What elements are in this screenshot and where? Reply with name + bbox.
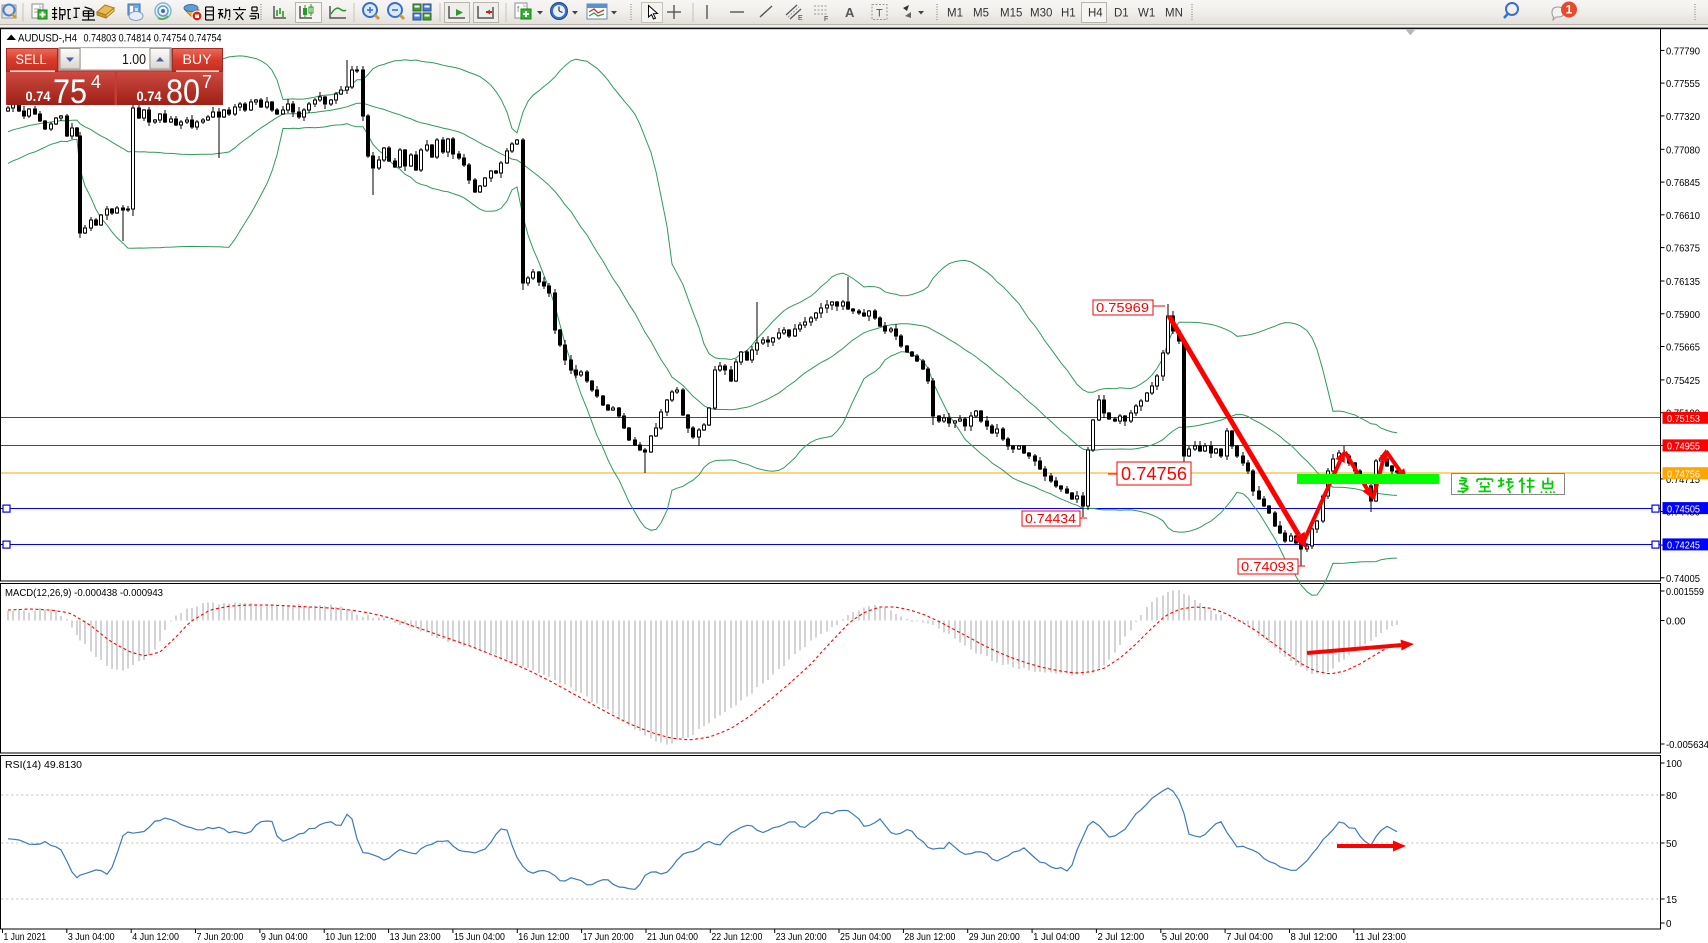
svg-text:3 Jun 04:00: 3 Jun 04:00 bbox=[68, 931, 115, 943]
svg-text:0.74: 0.74 bbox=[137, 89, 162, 104]
svg-text:0.77080: 0.77080 bbox=[1666, 144, 1700, 156]
svg-text:W1: W1 bbox=[1138, 8, 1155, 20]
svg-text:0.77790: 0.77790 bbox=[1666, 45, 1700, 57]
svg-text:0: 0 bbox=[1666, 918, 1672, 930]
svg-text:M5: M5 bbox=[973, 8, 989, 20]
svg-text:13 Jun 23:00: 13 Jun 23:00 bbox=[390, 931, 441, 943]
svg-text:T: T bbox=[876, 8, 883, 20]
svg-text:0.75900: 0.75900 bbox=[1666, 309, 1700, 321]
svg-text:0.74434: 0.74434 bbox=[1025, 511, 1076, 526]
svg-text:5 Jul 20:00: 5 Jul 20:00 bbox=[1162, 931, 1209, 943]
svg-text:29 Jun 20:00: 29 Jun 20:00 bbox=[969, 931, 1020, 943]
svg-text:0.74505: 0.74505 bbox=[1667, 503, 1700, 515]
svg-text:16 Jun 12:00: 16 Jun 12:00 bbox=[518, 931, 569, 943]
svg-text:7: 7 bbox=[202, 72, 212, 92]
svg-text:H1: H1 bbox=[1061, 8, 1076, 20]
svg-text:17 Jun 20:00: 17 Jun 20:00 bbox=[583, 931, 634, 943]
svg-text:M1: M1 bbox=[947, 8, 963, 20]
svg-text:2 Jul 12:00: 2 Jul 12:00 bbox=[1097, 931, 1144, 943]
svg-text:M30: M30 bbox=[1030, 8, 1052, 20]
svg-text:0.76610: 0.76610 bbox=[1666, 210, 1700, 222]
svg-text:-0.005634: -0.005634 bbox=[1666, 739, 1708, 751]
svg-text:0.74005: 0.74005 bbox=[1666, 573, 1700, 585]
svg-text:BUY: BUY bbox=[183, 52, 212, 67]
svg-text:10 Jun 12:00: 10 Jun 12:00 bbox=[325, 931, 376, 943]
svg-text:1: 1 bbox=[1566, 3, 1573, 17]
svg-text:15: 15 bbox=[1666, 894, 1677, 906]
svg-text:50: 50 bbox=[1666, 838, 1677, 850]
svg-text:25 Jun 04:00: 25 Jun 04:00 bbox=[840, 931, 891, 943]
svg-text:0.77555: 0.77555 bbox=[1666, 78, 1700, 90]
svg-text:0.74955: 0.74955 bbox=[1667, 441, 1700, 453]
svg-text:4 Jun 12:00: 4 Jun 12:00 bbox=[132, 931, 179, 943]
svg-text:1 Jul 04:00: 1 Jul 04:00 bbox=[1033, 931, 1080, 943]
svg-text:0.76135: 0.76135 bbox=[1666, 276, 1700, 288]
svg-text:0.00: 0.00 bbox=[1666, 616, 1686, 628]
svg-text:0.76375: 0.76375 bbox=[1666, 243, 1700, 255]
svg-text:21 Jun 04:00: 21 Jun 04:00 bbox=[647, 931, 698, 943]
svg-text:75: 75 bbox=[53, 73, 87, 111]
svg-text:F: F bbox=[824, 16, 828, 23]
svg-text:E: E bbox=[798, 15, 803, 22]
svg-text:1 Jun 2021: 1 Jun 2021 bbox=[4, 931, 47, 943]
svg-text:23 Jun 20:00: 23 Jun 20:00 bbox=[776, 931, 827, 943]
svg-text:0.74803 0.74814 0.74754 0.7475: 0.74803 0.74814 0.74754 0.74754 bbox=[84, 33, 222, 45]
svg-text:0.74: 0.74 bbox=[26, 89, 51, 104]
svg-text:1.00: 1.00 bbox=[122, 52, 146, 68]
svg-text:28 Jun 12:00: 28 Jun 12:00 bbox=[904, 931, 955, 943]
svg-text:0.75153: 0.75153 bbox=[1667, 413, 1700, 425]
svg-text:0.74756: 0.74756 bbox=[1667, 468, 1700, 480]
svg-text:9 Jun 04:00: 9 Jun 04:00 bbox=[261, 931, 308, 943]
svg-text:15 Jun 04:00: 15 Jun 04:00 bbox=[454, 931, 505, 943]
svg-text:0.74756: 0.74756 bbox=[1121, 463, 1187, 484]
svg-text:H4: H4 bbox=[1088, 8, 1103, 20]
svg-text:A: A bbox=[845, 5, 855, 20]
svg-text:80: 80 bbox=[166, 73, 200, 111]
svg-text:0.75969: 0.75969 bbox=[1096, 300, 1149, 315]
svg-text:4: 4 bbox=[91, 72, 101, 92]
svg-text:D1: D1 bbox=[1114, 8, 1129, 20]
svg-text:0.74245: 0.74245 bbox=[1667, 540, 1700, 552]
svg-text:0.001559: 0.001559 bbox=[1666, 586, 1704, 598]
svg-text:SELL: SELL bbox=[16, 52, 47, 67]
svg-text:0.77320: 0.77320 bbox=[1666, 111, 1700, 123]
svg-text:7 Jun 20:00: 7 Jun 20:00 bbox=[197, 931, 244, 943]
svg-text:AUDUSD-,H4: AUDUSD-,H4 bbox=[18, 33, 77, 45]
svg-text:7 Jul 04:00: 7 Jul 04:00 bbox=[1226, 931, 1273, 943]
svg-text:22 Jun 12:00: 22 Jun 12:00 bbox=[711, 931, 762, 943]
svg-text:MN: MN bbox=[1165, 8, 1183, 20]
svg-text:100: 100 bbox=[1666, 758, 1682, 770]
svg-text:8 Jul 12:00: 8 Jul 12:00 bbox=[1291, 931, 1338, 943]
svg-text:0.75425: 0.75425 bbox=[1666, 375, 1700, 387]
svg-text:0.75665: 0.75665 bbox=[1666, 341, 1700, 353]
svg-text:80: 80 bbox=[1666, 790, 1677, 802]
svg-text:0.74093: 0.74093 bbox=[1241, 559, 1294, 574]
svg-text:M15: M15 bbox=[1000, 8, 1022, 20]
svg-text:f: f bbox=[517, 5, 520, 14]
svg-text:11 Jul 23:00: 11 Jul 23:00 bbox=[1355, 931, 1406, 943]
svg-text:0.76845: 0.76845 bbox=[1666, 177, 1700, 189]
svg-text:MACD(12,26,9) -0.000438 -0.000: MACD(12,26,9) -0.000438 -0.000943 bbox=[5, 587, 163, 599]
svg-text:RSI(14) 49.8130: RSI(14) 49.8130 bbox=[5, 759, 82, 771]
